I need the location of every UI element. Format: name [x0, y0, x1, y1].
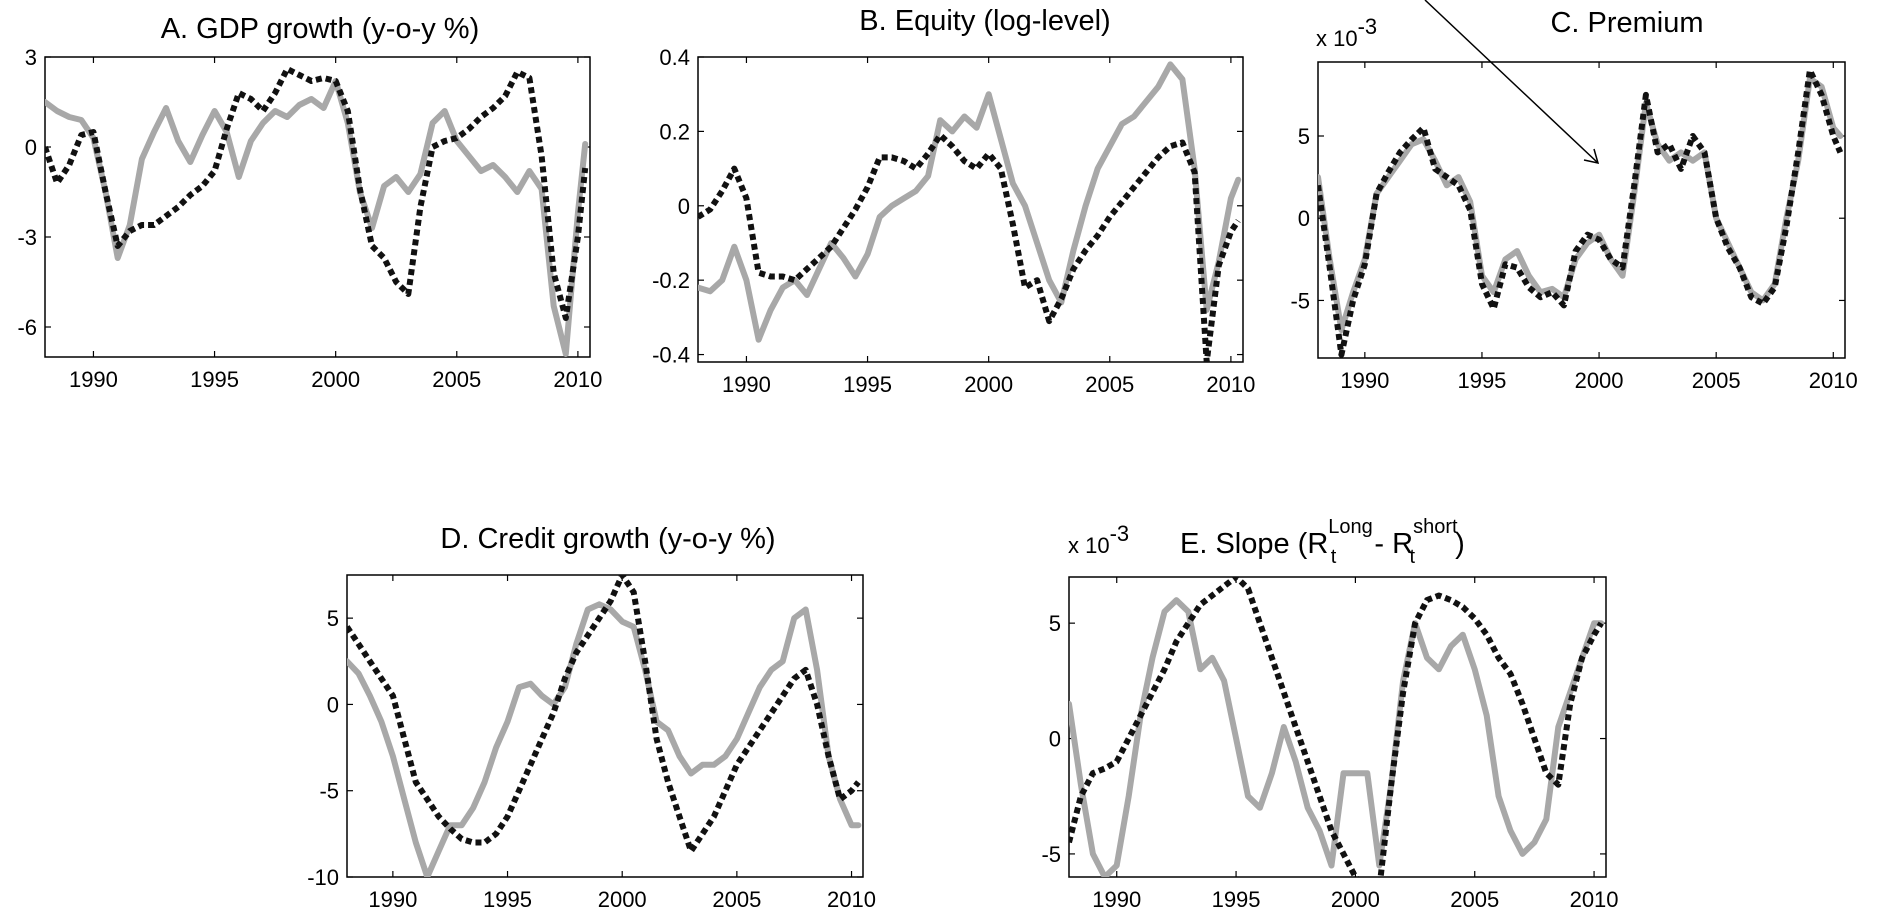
panel-a-plot [45, 66, 589, 357]
panel-a-series-model-line [45, 66, 589, 321]
panel-a-xtick-label: 1995 [190, 367, 239, 392]
panel-e-title: E. Slope (RLong t - Rshort t) [1180, 516, 1465, 568]
panel-a-xtick-label: 2000 [311, 367, 360, 392]
panel-e-axes [1068, 576, 1607, 878]
panel-b-ytick-label: 0.4 [659, 45, 690, 70]
panel-c-xtick-label: 1995 [1457, 368, 1506, 393]
panel-d-ytick-label: 5 [327, 606, 339, 631]
panel-c-series-actual-line [1318, 75, 1844, 333]
panel-d-xtick-label: 2005 [712, 887, 761, 912]
panel-a-ticks: 1990 1995 2000 2005 2010 3 0 -3 -6 [17, 45, 602, 392]
panel-c-plot [1318, 67, 1844, 358]
panel-d-title: D. Credit growth (y-o-y %) [440, 523, 775, 555]
panel-d-plot [347, 575, 862, 877]
panel-b-ticks: 1990 1995 2000 2005 2010 0.4 0.2 0 -0.2 -0.4 [652, 45, 1255, 397]
panel-d-xtick-label: 1995 [483, 887, 532, 912]
panel-d-series-model-line [347, 575, 861, 855]
panel-d-ytick-label: -5 [319, 779, 339, 804]
panel-b-ytick-label: -0.2 [652, 268, 690, 293]
panel-a-ytick-label: 0 [25, 135, 37, 160]
panel-e-series-actual-line [1069, 597, 1605, 877]
panel-d-xtick-label: 1990 [368, 887, 417, 912]
panel-b-xtick-label: 1995 [843, 372, 892, 397]
panel-b-title: B. Equity (log-level) [859, 5, 1110, 37]
panel-a-axes [44, 56, 591, 358]
panel-b: B. Equity (log-level) 1990 1995 2000 2005 20… [652, 5, 1255, 397]
panel-a-ytick-label: -6 [17, 315, 37, 340]
panel-a-title: A. GDP growth (y-o-y %) [161, 13, 480, 45]
panel-d-ytick-label: -10 [307, 865, 339, 890]
panel-b-ytick-label: 0.2 [659, 119, 690, 144]
panel-c-xtick-label: 2005 [1692, 368, 1741, 393]
panel-c-ytick-label: 0 [1298, 206, 1310, 231]
panel-d-ytick-label: 0 [327, 692, 339, 717]
panel-b-xtick-label: 1990 [722, 372, 771, 397]
panel-c: x 10-3 C. Premium 1990 1995 2000 2005 2010 5 0… [1290, 7, 1857, 393]
panel-c-xtick-label: 2010 [1809, 368, 1858, 393]
panel-d-axes [346, 574, 864, 878]
panel-c-series-model-line [1318, 67, 1844, 358]
panel-e-xtick-label: 1995 [1212, 887, 1261, 912]
panel-d-xtick-label: 2010 [827, 887, 876, 912]
panel-e-ytick-label: -5 [1041, 842, 1061, 867]
panel-d-series-actual-line [347, 601, 862, 877]
panel-d-xtick-label: 2000 [598, 887, 647, 912]
panel-b-ytick-label: 0 [678, 194, 690, 219]
panel-a-xtick-label: 2005 [432, 367, 481, 392]
panel-d-ticks: 1990 1995 2000 2005 2010 5 0 -5 -10 [307, 575, 876, 912]
panel-a: A. GDP growth (y-o-y %) 1990 1995 2000 2005… [17, 13, 602, 392]
panel-a-xtick-label: 1990 [69, 367, 118, 392]
panel-e: x 10-3 E. Slope (RLong t - Rshort t) 1990 1… [1041, 516, 1618, 912]
panel-b-xtick-label: 2010 [1206, 372, 1255, 397]
panel-b-ytick-label: -0.4 [652, 343, 690, 368]
panel-e-ytick-label: 5 [1049, 611, 1061, 636]
panel-e-plot [1069, 577, 1605, 877]
panel-e-xtick-label: 2010 [1570, 887, 1619, 912]
panel-a-xtick-label: 2010 [553, 367, 602, 392]
panel-a-ytick-label: 3 [25, 45, 37, 70]
panel-e-ticks: 1990 1995 2000 2005 2010 5 0 -5 [1041, 577, 1619, 912]
panel-e-exponent-label: x 10-3 [1068, 521, 1129, 558]
panel-d: D. Credit growth (y-o-y %) 1990 1995 2000 2… [307, 523, 876, 912]
panel-a-ytick-label: -3 [17, 225, 37, 250]
panel-a-series-actual-line [45, 78, 589, 357]
panel-e-xtick-label: 1990 [1092, 887, 1141, 912]
panel-e-series-model-line [1069, 577, 1604, 877]
panel-b-series-model-line [698, 132, 1241, 362]
panel-e-xtick-label: 2000 [1331, 887, 1380, 912]
panel-b-axes [697, 56, 1244, 363]
panel-c-exponent-label: x 10-3 [1316, 14, 1377, 51]
panel-b-plot [698, 61, 1242, 362]
panel-c-ytick-label: -5 [1290, 288, 1310, 313]
panel-c-ticks: 1990 1995 2000 2005 2010 5 0 -5 [1290, 62, 1858, 393]
panel-c-ytick-label: 5 [1298, 124, 1310, 149]
panel-e-xtick-label: 2005 [1450, 887, 1499, 912]
panel-e-ytick-label: 0 [1049, 727, 1061, 752]
panel-c-xtick-label: 2000 [1575, 368, 1624, 393]
panel-b-series-actual-line [698, 61, 1242, 343]
panel-b-xtick-label: 2000 [964, 372, 1013, 397]
panel-c-axes [1317, 61, 1846, 359]
annotation-arrow [1424, 0, 1600, 164]
panel-c-xtick-label: 1990 [1340, 368, 1389, 393]
panel-b-xtick-label: 2005 [1085, 372, 1134, 397]
panel-c-title: C. Premium [1550, 7, 1703, 39]
